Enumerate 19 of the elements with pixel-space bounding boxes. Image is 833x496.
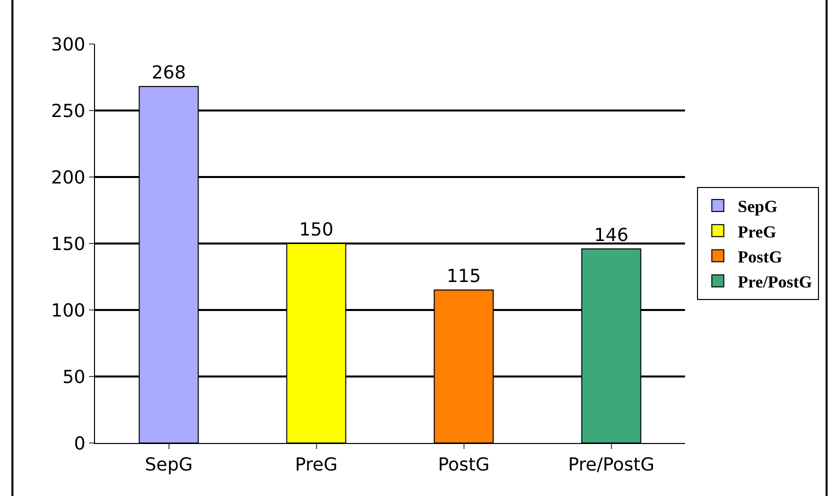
y-tick-label: 200 [51, 167, 86, 188]
y-tick-label: 50 [62, 366, 86, 388]
y-tick-label: 250 [51, 100, 86, 122]
x-tick-label: PreG [294, 454, 338, 476]
y-tick-label: 100 [51, 300, 86, 322]
legend-label: Pre/PostG [738, 272, 812, 292]
data-label: 150 [299, 220, 334, 240]
y-tick-label: 150 [51, 234, 86, 255]
y-tick-label: 300 [51, 34, 86, 56]
legend-label: PreG [738, 222, 776, 242]
data-label: 268 [152, 62, 186, 84]
x-tick-label: Pre/PostG [568, 454, 654, 476]
legend-label: SepG [738, 197, 778, 216]
legend-label: PostG [738, 247, 782, 266]
y-tick-label: 0 [74, 433, 86, 454]
data-label: 115 [446, 266, 481, 288]
x-tick-label: SepG [144, 454, 193, 476]
data-label: 146 [594, 224, 628, 246]
x-tick-label: PostG [438, 454, 490, 476]
